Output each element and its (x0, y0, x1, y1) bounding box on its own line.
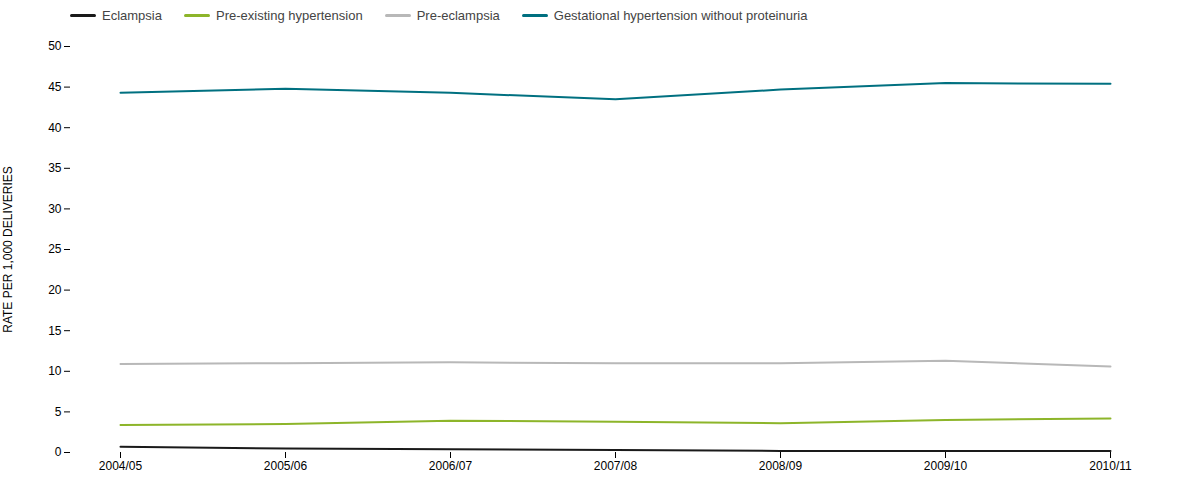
html-text:Pre-eclampsia: Pre-eclampsia (416, 7, 500, 23)
html-text:Eclampsia: Eclampsia (102, 7, 162, 23)
html-text:Pre-existing hypertension: Pre-existing hypertension (216, 7, 363, 23)
svg-text:2007/08: 2007/08 (594, 459, 638, 473)
svg-text:35: 35 (48, 161, 62, 175)
svg-text:20: 20 (48, 283, 62, 297)
svg-text:25: 25 (48, 242, 62, 256)
svg-text:0: 0 (55, 445, 62, 459)
svg-text:15: 15 (48, 324, 62, 338)
svg-text:2008/09: 2008/09 (759, 459, 803, 473)
svg-text:5: 5 (55, 405, 62, 419)
svg-text:50: 50 (48, 39, 62, 53)
svg-text:30: 30 (48, 202, 62, 216)
svg-text:45: 45 (48, 80, 62, 94)
svg-text:RATE PER 1,000 DELIVERIES: RATE PER 1,000 DELIVERIES (1, 166, 15, 333)
svg-text:2005/06: 2005/06 (264, 459, 308, 473)
svg-text:2009/10: 2009/10 (924, 459, 968, 473)
svg-text:40: 40 (48, 121, 62, 135)
svg-text:2006/07: 2006/07 (429, 459, 473, 473)
svg-text:10: 10 (48, 364, 62, 378)
svg-text:2004/05: 2004/05 (99, 459, 143, 473)
html-text:Gestational hypertension witho: Gestational hypertension without protein… (553, 7, 808, 23)
svg-text:2010/11: 2010/11 (1089, 459, 1132, 473)
